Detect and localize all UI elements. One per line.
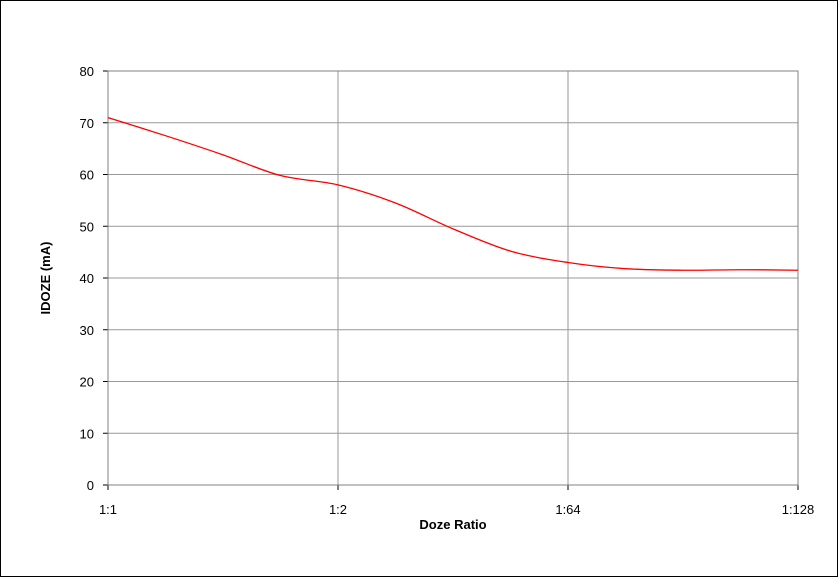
x-tick-label: 1:128: [782, 502, 815, 517]
plot-area: [107, 70, 799, 486]
y-tick-label: 30: [80, 323, 94, 338]
x-axis-title: Doze Ratio: [419, 517, 486, 532]
y-axis-title: IDOZE (mA): [38, 242, 53, 315]
gridlines: [103, 70, 799, 490]
y-tick-labels: 0 10 20 30 40 50 60 70 80: [80, 64, 94, 493]
x-tick-label: 1:2: [329, 502, 347, 517]
y-tick-label: 20: [80, 375, 94, 390]
y-tick-label: 40: [80, 271, 94, 286]
series-line: [107, 116, 799, 271]
y-tick-label: 80: [80, 64, 94, 79]
y-tick-label: 70: [80, 116, 94, 131]
y-tick-label: 10: [80, 426, 94, 441]
x-tick-label: 1:1: [99, 502, 117, 517]
x-tick-label: 1:64: [555, 502, 580, 517]
y-tick-label: 50: [80, 219, 94, 234]
y-tick-label: 60: [80, 168, 94, 183]
x-tick-labels: 1:1 1:2 1:64 1:128: [99, 502, 814, 517]
y-tick-label: 0: [87, 478, 94, 493]
series-layer: [107, 116, 799, 271]
